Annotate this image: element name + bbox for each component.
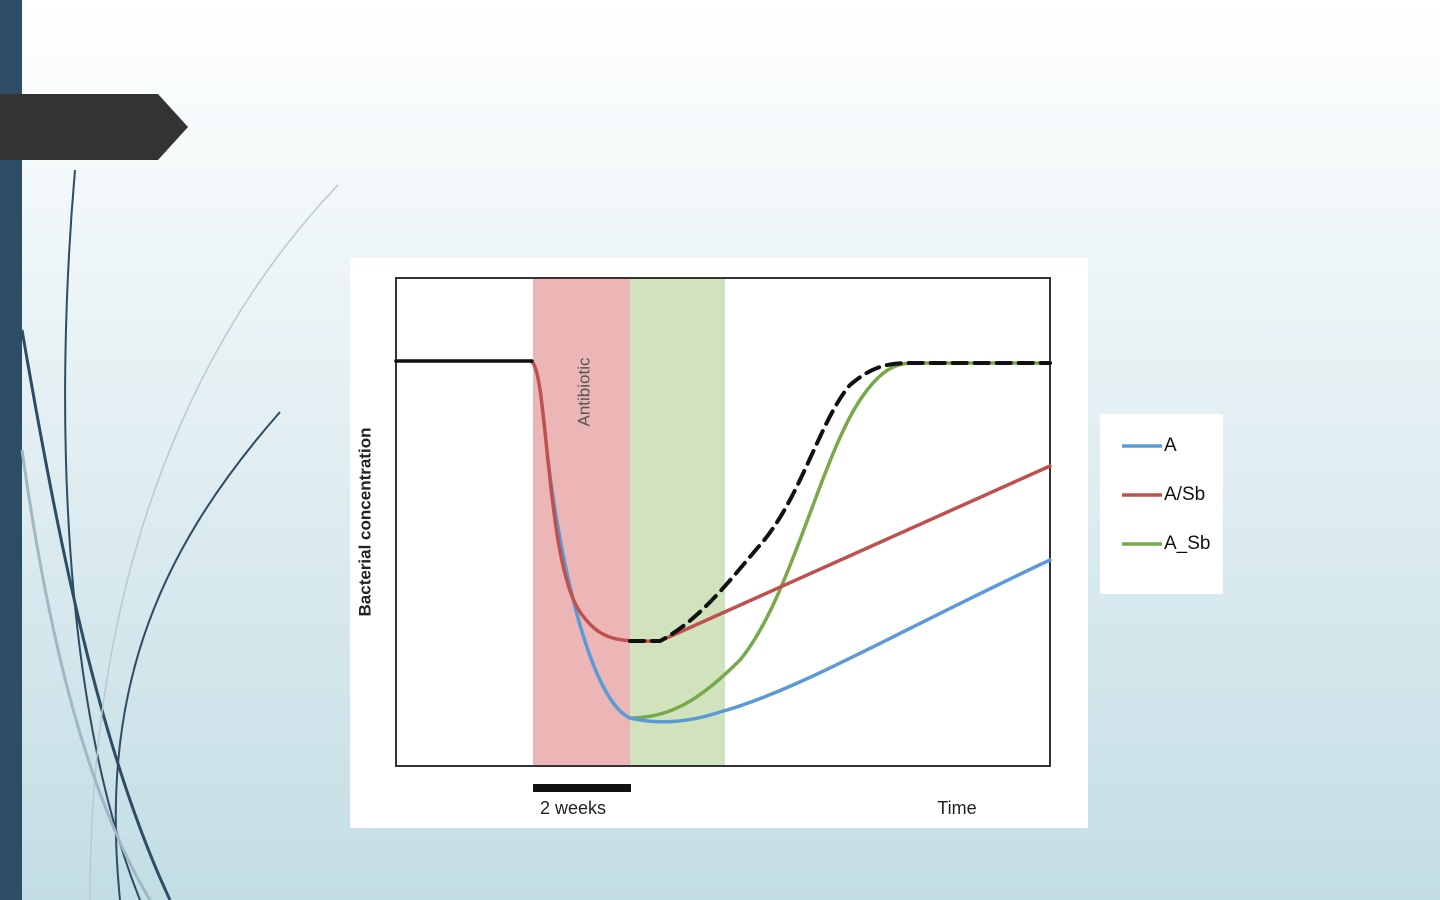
reference-curve <box>628 361 1052 643</box>
scale-bar <box>533 784 631 792</box>
legend: A A/Sb A_Sb <box>1100 414 1223 594</box>
recovery-band <box>630 278 725 766</box>
legend-label: A <box>1164 435 1177 456</box>
decor-curves <box>20 169 339 900</box>
curve-a <box>546 458 1052 724</box>
plot-frame <box>395 277 1051 767</box>
title-tag <box>0 94 188 160</box>
chart-image: Antibiotic Bacterial concentration 2 wee… <box>350 258 1088 828</box>
y-axis-label: Bacterial concentration <box>355 428 374 617</box>
legend-box <box>1100 414 1223 594</box>
side-strip <box>0 0 22 900</box>
antibiotic-label: Antibiotic <box>574 357 593 426</box>
curve-a-sb <box>628 361 1052 720</box>
curve-a-slash-sb <box>528 359 1052 643</box>
legend-label: A_Sb <box>1164 533 1210 554</box>
scale-bar-label: 2 weeks <box>540 798 606 818</box>
curves <box>394 359 1052 724</box>
antibiotic-band <box>533 278 630 766</box>
x-axis-label: Time <box>937 798 976 818</box>
legend-label: A/Sb <box>1164 484 1205 505</box>
